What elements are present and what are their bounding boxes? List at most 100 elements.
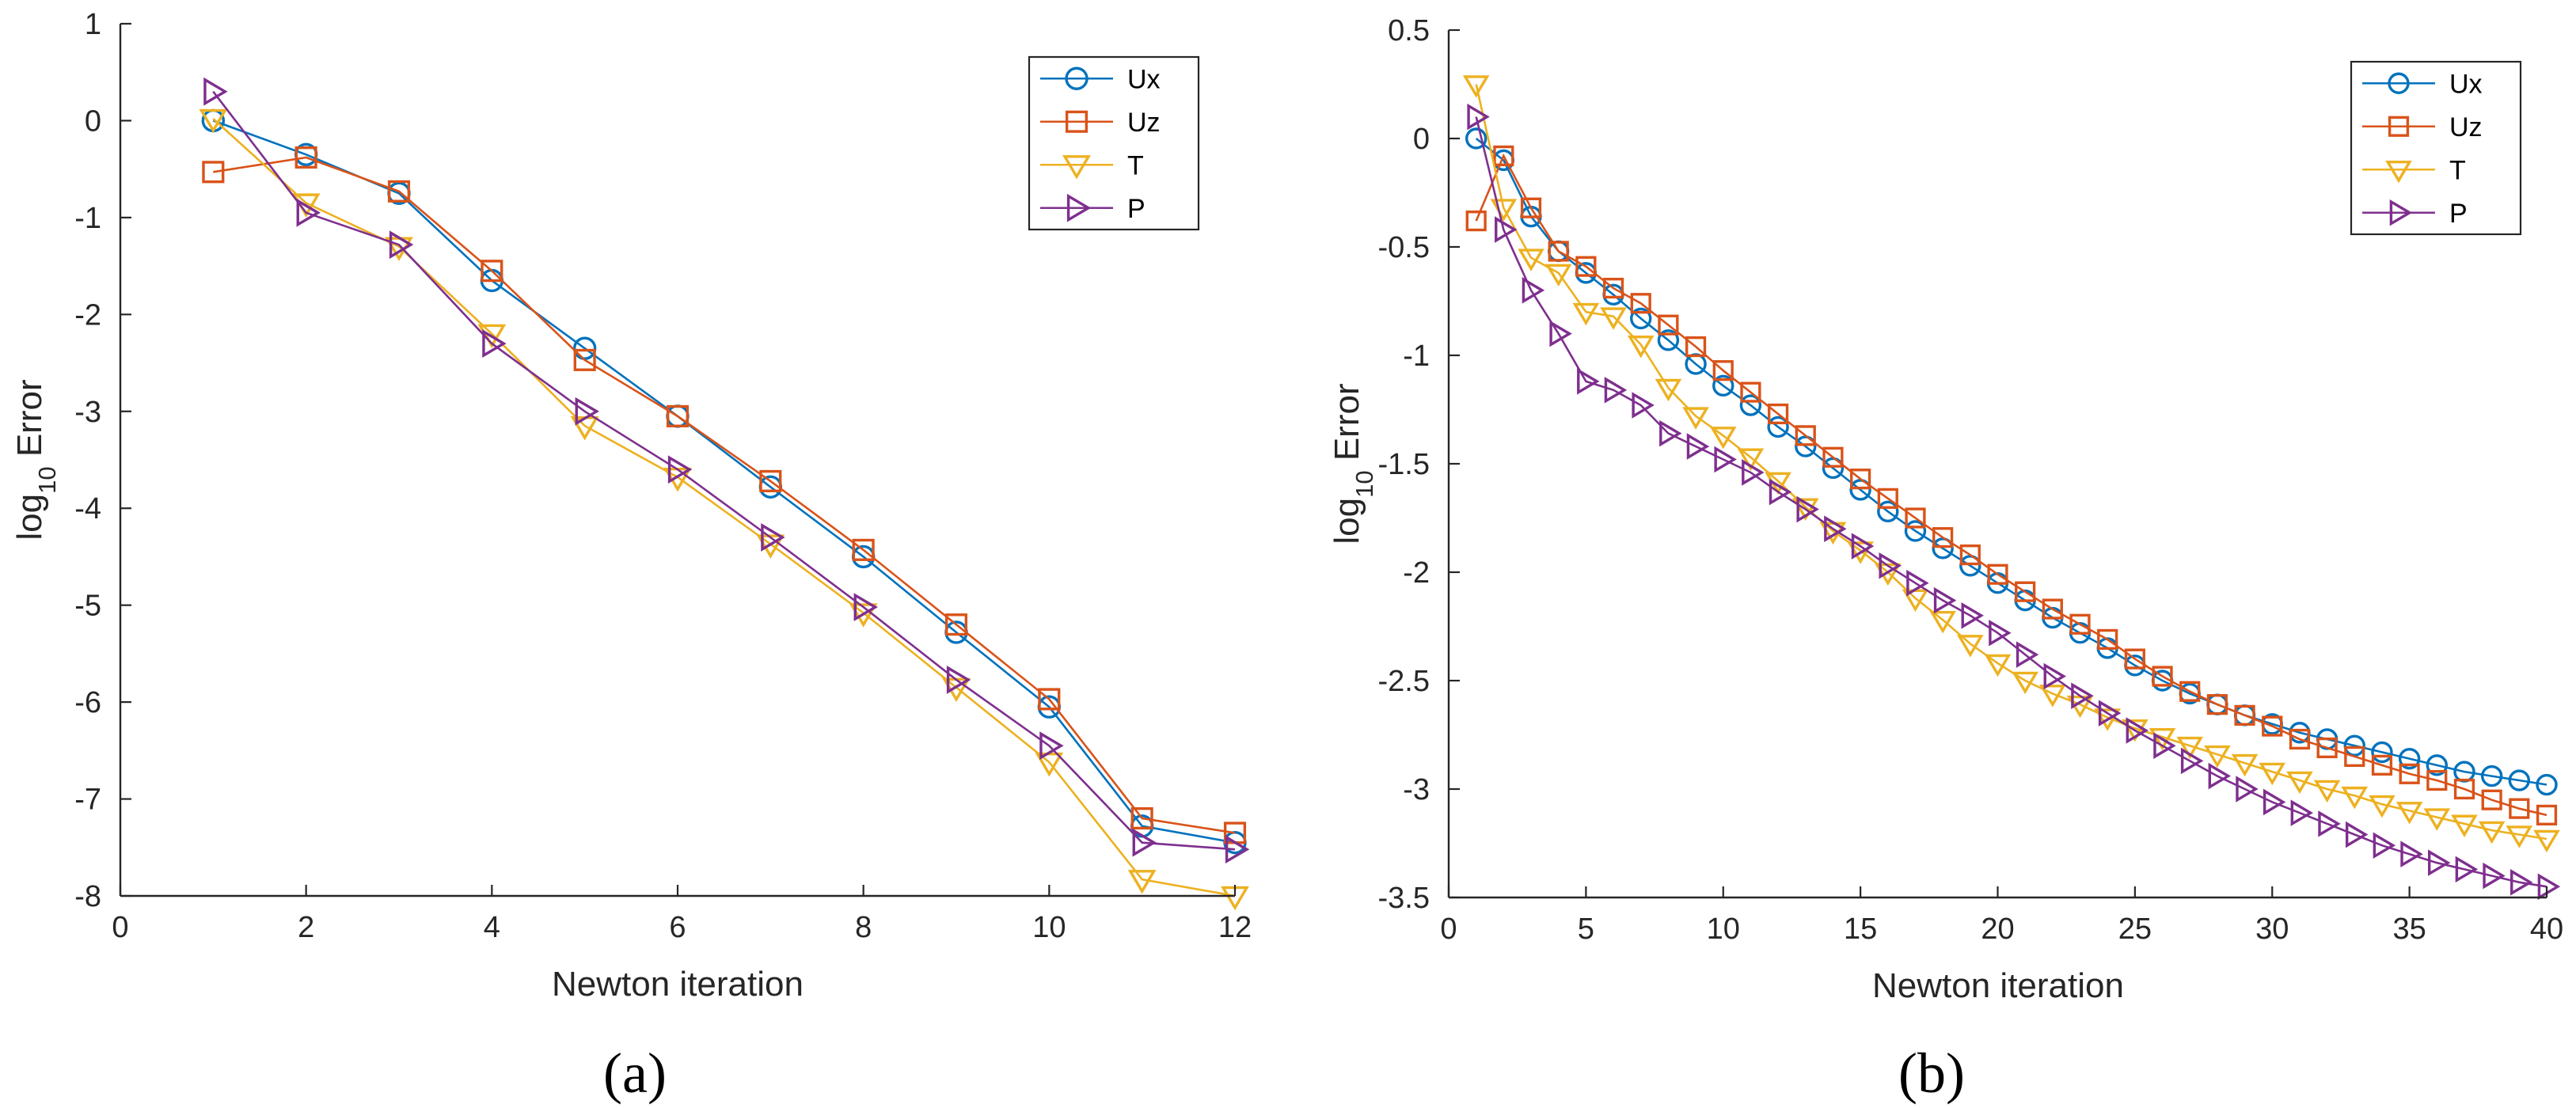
x-tick-label: 35 [2392, 913, 2426, 946]
data-point-ux [1712, 374, 1734, 397]
data-point-p [2345, 821, 2369, 848]
data-point-t [2204, 745, 2231, 768]
data-point-uz [2262, 715, 2283, 737]
data-point-uz [1130, 806, 1153, 830]
data-point-p [1549, 320, 1572, 347]
data-point-ux [2426, 754, 2449, 776]
data-point-uz [2179, 681, 2201, 702]
series-t-b [1462, 75, 2560, 853]
data-point-uz [1575, 256, 1597, 277]
data-point-uz [1905, 507, 1926, 529]
data-point-t [2423, 808, 2451, 831]
x-tick-label: 20 [1981, 913, 2014, 946]
x-tick-label: 40 [2530, 913, 2563, 946]
data-point-ux [2508, 769, 2531, 791]
data-point-p [1632, 392, 1655, 419]
x-axis-title-b: Newton iteration [1872, 966, 2124, 1005]
data-point-ux [2480, 765, 2503, 787]
data-point-p [1989, 619, 2012, 647]
legend-label-p: P [2449, 199, 2468, 229]
data-point-uz [1767, 403, 1789, 425]
x-tick-label: 0 [112, 911, 128, 944]
data-point-t [2506, 825, 2533, 848]
legend-a: Ux Uz TP [1028, 55, 1200, 231]
legend-marker-p [2389, 199, 2413, 226]
chart-panel-b: 0 5 10 15 20 25 30 35 40 0.5 0 -0.5 -1 -1.5 -2 -2.5 -3 -3… [1328, 14, 2563, 1105]
data-point-uz [573, 348, 596, 371]
y-tick-label: -4 [74, 492, 101, 526]
data-point-p [2153, 732, 2176, 759]
y-tick-label: -2 [74, 298, 101, 332]
y-tick-label: -2 [1403, 556, 1430, 590]
y-tick-label: -3 [1403, 773, 1430, 806]
y-tick-label: -8 [74, 880, 101, 913]
data-point-uz [2426, 769, 2448, 791]
data-point-t [1572, 302, 1600, 326]
data-point-t [1655, 378, 1682, 402]
data-point-ux [2343, 734, 2365, 757]
data-point-p [1659, 419, 1682, 447]
data-point-p [482, 329, 507, 358]
legend-marker-t [1062, 155, 1091, 180]
data-point-t [1627, 336, 1655, 359]
data-point-t [1791, 498, 1819, 521]
data-point-p [1824, 515, 1847, 542]
data-point-t [2122, 719, 2149, 742]
data-point-p [1769, 478, 1792, 506]
panel-label-a: (a) [603, 1042, 667, 1105]
data-point-uz [1877, 488, 1898, 509]
data-point-ux [1849, 479, 1871, 501]
data-point-uz [1602, 277, 1624, 299]
data-point-p [2098, 700, 2122, 727]
data-point-t [1682, 407, 1709, 430]
x-tick-label: 10 [1707, 913, 1740, 946]
data-point-t [2451, 814, 2478, 837]
data-point-p [1933, 586, 1957, 614]
legend-item-p: P [1040, 194, 1146, 224]
x-tick-label: 6 [669, 911, 686, 944]
data-point-uz [944, 613, 968, 636]
y-tick-label: 0.5 [1388, 14, 1430, 47]
series-line-p [212, 90, 1236, 851]
y-tick-label: -0.5 [1378, 231, 1430, 264]
x-tick-label: 12 [1218, 911, 1252, 944]
data-point-uz [2453, 778, 2475, 800]
legend-marker-ux [1065, 66, 1089, 90]
data-point-uz [1850, 469, 1871, 490]
y-axis-title-a: log10 Error [10, 379, 61, 540]
y-tick-label: -3.5 [1378, 882, 1430, 915]
legend-label-ux: Ux [2449, 69, 2483, 99]
data-point-uz [2206, 694, 2228, 715]
data-point-p [1604, 377, 1628, 404]
data-point-uz [2536, 804, 2558, 825]
data-point-t [2396, 802, 2423, 825]
series-line-uz [1475, 153, 2548, 817]
data-point-t [1847, 541, 1874, 564]
data-point-t [2313, 780, 2341, 803]
data-point-t [1127, 870, 1157, 894]
data-point-uz [1740, 381, 1761, 403]
x-tick-label: 10 [1032, 911, 1066, 944]
x-tick-label: 0 [1440, 913, 1457, 946]
data-point-p [389, 230, 414, 260]
data-point-p [2290, 799, 2314, 826]
data-point-p [2510, 869, 2533, 896]
data-point-uz [1520, 197, 1542, 218]
x-axis-title-a: Newton iteration [552, 965, 804, 1004]
data-point-t [1544, 264, 1572, 287]
data-point-t [199, 108, 228, 134]
series-line-uz [213, 156, 1236, 834]
data-point-uz [2234, 704, 2255, 726]
data-point-t [2341, 786, 2369, 810]
y-tick-label: -6 [74, 686, 101, 719]
data-point-uz [2069, 613, 2091, 635]
data-point-p [1714, 446, 1737, 473]
series-uz-b [1465, 145, 2558, 825]
y-tick-label: -1 [1403, 340, 1430, 373]
data-point-t [2149, 727, 2176, 751]
data-point-p [296, 198, 321, 227]
data-point-t [1957, 635, 1984, 658]
data-point-t [849, 603, 878, 628]
data-point-ux [1877, 500, 1899, 522]
